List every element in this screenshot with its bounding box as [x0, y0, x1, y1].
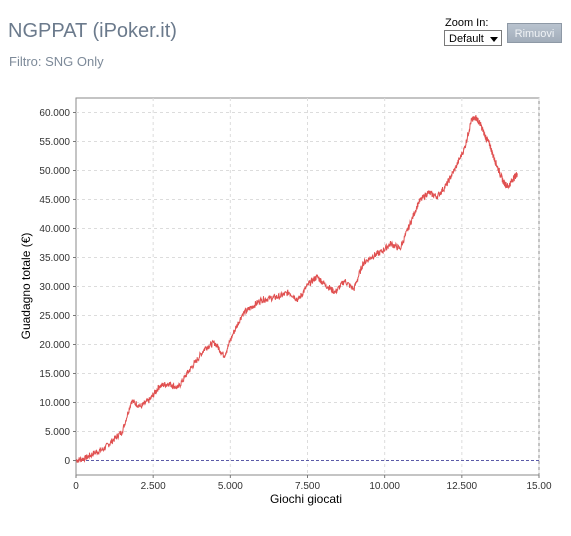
y-tick-label: 40.000 — [39, 224, 70, 235]
y-tick-label: 55.000 — [39, 137, 70, 148]
y-tick-label: 5.000 — [45, 427, 70, 438]
x-tick-label: 5.000 — [218, 481, 243, 492]
filter-label: Filtro: SNG Only — [9, 54, 104, 69]
zoom-select-value: Default — [449, 33, 484, 45]
y-tick-label: 15.000 — [39, 369, 70, 380]
x-axis-title: Giochi giocati — [270, 492, 342, 506]
zoom-select[interactable]: Default — [444, 30, 502, 46]
y-tick-label: 35.000 — [39, 253, 70, 264]
x-tick-label: 12.500 — [447, 481, 478, 492]
y-tick-label: 60.000 — [39, 108, 70, 119]
y-tick-label: 50.000 — [39, 166, 70, 177]
x-tick-label: 7.500 — [295, 481, 320, 492]
y-tick-label: 25.000 — [39, 311, 70, 322]
x-tick-label: 0 — [73, 481, 79, 492]
zoom-label: Zoom In: — [445, 17, 489, 29]
chevron-down-icon — [490, 37, 498, 42]
y-tick-label: 30.000 — [39, 282, 70, 293]
y-tick-label: 0 — [64, 456, 70, 467]
x-tick-label: 15.00 — [526, 481, 551, 492]
page-title: NGPPAT (iPoker.it) — [8, 20, 177, 42]
y-tick-label: 45.000 — [39, 195, 70, 206]
y-axis-title: Guadagno totale (€) — [19, 233, 33, 340]
y-tick-label: 20.000 — [39, 340, 70, 351]
x-tick-label: 2.500 — [141, 481, 166, 492]
series-line — [75, 114, 518, 463]
x-tick-label: 10.000 — [369, 481, 400, 492]
y-tick-label: 10.000 — [39, 398, 70, 409]
remove-button[interactable]: Rimuovi — [507, 23, 562, 43]
